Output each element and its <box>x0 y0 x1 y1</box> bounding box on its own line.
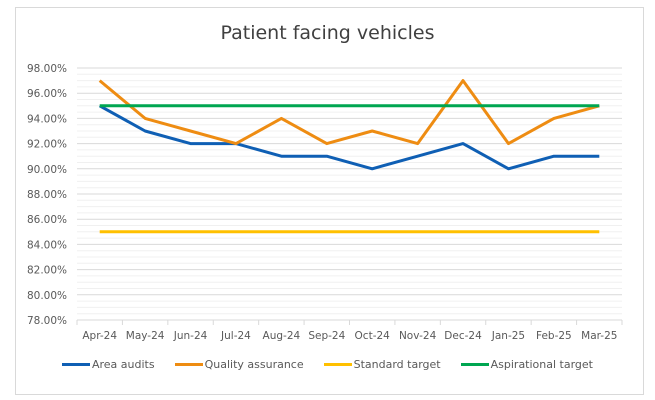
x-tick-label: Nov-24 <box>399 330 437 342</box>
series-line-area-audits <box>98 104 600 171</box>
y-tick-label: 84.00% <box>27 239 67 251</box>
y-tick-label: 90.00% <box>27 164 67 176</box>
x-tick-label: Sep-24 <box>308 330 345 342</box>
legend-item-area-audits: Area audits <box>61 358 155 371</box>
legend-swatch <box>460 363 489 366</box>
x-tick-label: Oct-24 <box>355 330 391 342</box>
chart-legend: Area audits Quality assurance Standard tar… <box>0 358 655 371</box>
x-tick-label: Jun-24 <box>173 330 208 342</box>
legend-label: Standard target <box>353 358 441 371</box>
y-tick-label: 88.00% <box>27 189 67 201</box>
y-tick-label: 98.00% <box>27 63 67 75</box>
legend-item-aspirational-target: Aspirational target <box>460 358 593 371</box>
chart-title: Patient facing vehicles <box>220 22 435 44</box>
x-tick-label: Jul-24 <box>220 330 251 342</box>
legend-item-quality-assurance: Quality assurance <box>174 358 304 371</box>
x-tick-label: Apr-24 <box>82 330 117 342</box>
legend-swatch <box>61 363 90 366</box>
legend-label: Quality assurance <box>204 358 304 371</box>
chart-frame <box>15 7 644 395</box>
x-tick-label: Aug-24 <box>263 330 301 342</box>
y-tick-label: 78.00% <box>27 315 67 327</box>
y-tick-label: 82.00% <box>27 265 67 277</box>
x-tick-label: May-24 <box>126 330 165 342</box>
legend-swatch <box>174 363 203 366</box>
y-tick-label: 86.00% <box>27 214 67 226</box>
legend-swatch <box>323 363 352 366</box>
legend-item-standard-target: Standard target <box>323 358 441 371</box>
x-tick-label: Jan-25 <box>491 330 525 342</box>
y-tick-label: 80.00% <box>27 290 67 302</box>
x-tick-label: Mar-25 <box>581 330 617 342</box>
y-tick-label: 96.00% <box>27 88 67 100</box>
series-line-quality-assurance <box>98 79 600 146</box>
x-tick-label: Dec-24 <box>444 330 482 342</box>
y-tick-label: 94.00% <box>27 113 67 125</box>
y-tick-label: 92.00% <box>27 139 67 151</box>
legend-label: Area audits <box>91 358 155 371</box>
legend-label: Aspirational target <box>490 358 593 371</box>
x-tick-label: Feb-25 <box>536 330 572 342</box>
